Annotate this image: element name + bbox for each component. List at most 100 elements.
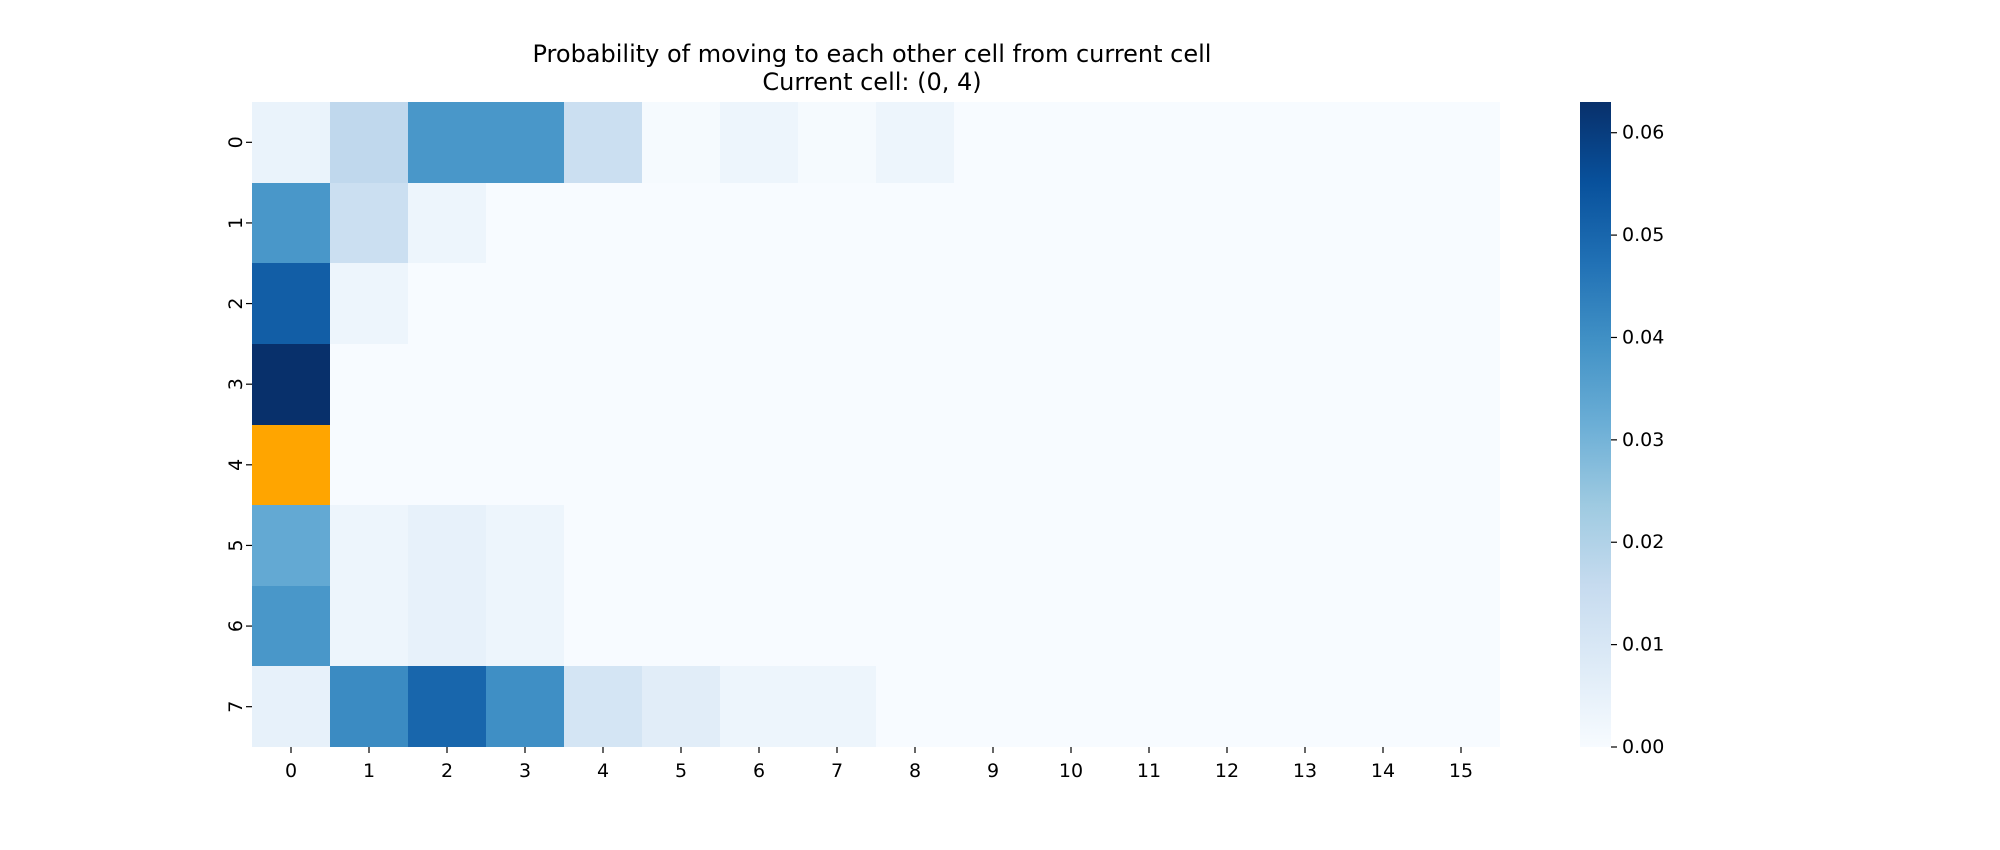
heatmap-cell-r7-c15 <box>1422 666 1500 747</box>
heatmap-cell-r3-c0 <box>252 344 330 425</box>
heatmap-cell-r2-c10 <box>1032 263 1110 344</box>
heatmap-cell-r0-c7 <box>798 102 876 183</box>
heatmap-cell-r0-c9 <box>954 102 1032 183</box>
heatmap-cell-r0-c6 <box>720 102 798 183</box>
heatmap-cell-r5-c13 <box>1266 505 1344 586</box>
x-tick-label: 2 <box>441 760 453 782</box>
heatmap-cell-r4-c13 <box>1266 425 1344 505</box>
heatmap-cell-r2-c3 <box>486 263 564 344</box>
heatmap-cell-r1-c10 <box>1032 183 1110 263</box>
y-tick-label: 4 <box>225 459 247 471</box>
heatmap-cell-r2-c1 <box>330 263 408 344</box>
heatmap-cell-r6-c6 <box>720 586 798 666</box>
heatmap-cell-r5-c14 <box>1344 505 1422 586</box>
heatmap-cell-r2-c8 <box>876 263 954 344</box>
heatmap-cell-r0-c14 <box>1344 102 1422 183</box>
heatmap-cell-r6-c1 <box>330 586 408 666</box>
heatmap-cell-r6-c12 <box>1188 586 1266 666</box>
x-tick-label: 5 <box>675 760 687 782</box>
heatmap-cell-r3-c14 <box>1344 344 1422 425</box>
heatmap-cell-r1-c5 <box>642 183 720 263</box>
x-tick-label: 7 <box>831 760 843 782</box>
heatmap-cell-r5-c15 <box>1422 505 1500 586</box>
heatmap-cell-r0-c4 <box>564 102 642 183</box>
heatmap-cell-r4-c15 <box>1422 425 1500 505</box>
heatmap-cell-r2-c2 <box>408 263 486 344</box>
y-tick-label: 0 <box>225 136 247 148</box>
heatmap-cell-r0-c8 <box>876 102 954 183</box>
heatmap-cell-r2-c0 <box>252 263 330 344</box>
heatmap-cell-r1-c12 <box>1188 183 1266 263</box>
heatmap-cell-r4-c12 <box>1188 425 1266 505</box>
heatmap-cell-r1-c15 <box>1422 183 1500 263</box>
heatmap-cell-r1-c9 <box>954 183 1032 263</box>
heatmap-cell-r0-c1 <box>330 102 408 183</box>
heatmap-cell-r4-c4 <box>564 425 642 505</box>
heatmap-cell-r2-c15 <box>1422 263 1500 344</box>
heatmap-cell-r1-c4 <box>564 183 642 263</box>
heatmap-cell-r5-c0 <box>252 505 330 586</box>
x-tick-label: 8 <box>909 760 921 782</box>
x-tick-label: 0 <box>285 760 297 782</box>
heatmap-cell-r6-c0 <box>252 586 330 666</box>
heatmap-cell-r5-c9 <box>954 505 1032 586</box>
heatmap-cell-r4-c11 <box>1110 425 1188 505</box>
heatmap-cell-r1-c3 <box>486 183 564 263</box>
heatmap-cell-r3-c7 <box>798 344 876 425</box>
heatmap-cell-r7-c4 <box>564 666 642 747</box>
y-tick-label: 7 <box>225 701 247 713</box>
heatmap-cell-r1-c11 <box>1110 183 1188 263</box>
heatmap-cell-r4-c3 <box>486 425 564 505</box>
heatmap-cell-r0-c11 <box>1110 102 1188 183</box>
heatmap-cell-r7-c6 <box>720 666 798 747</box>
heatmap-cell-r5-c7 <box>798 505 876 586</box>
heatmap-cell-r2-c13 <box>1266 263 1344 344</box>
heatmap-cell-r6-c13 <box>1266 586 1344 666</box>
heatmap-cell-r7-c5 <box>642 666 720 747</box>
x-tick-label: 6 <box>753 760 765 782</box>
x-tick-label: 10 <box>1059 760 1083 782</box>
heatmap-cell-r0-c2 <box>408 102 486 183</box>
heatmap-cell-r1-c14 <box>1344 183 1422 263</box>
heatmap-cell-r6-c11 <box>1110 586 1188 666</box>
heatmap-cell-r2-c5 <box>642 263 720 344</box>
heatmap-cell-r5-c4 <box>564 505 642 586</box>
heatmap-cell-r5-c2 <box>408 505 486 586</box>
heatmap-cell-r4-c8 <box>876 425 954 505</box>
heatmap-cell-r3-c13 <box>1266 344 1344 425</box>
heatmap-cell-r6-c14 <box>1344 586 1422 666</box>
heatmap-cell-r5-c10 <box>1032 505 1110 586</box>
heatmap-cell-r2-c7 <box>798 263 876 344</box>
y-tick-label: 3 <box>225 378 247 390</box>
heatmap-cell-r5-c5 <box>642 505 720 586</box>
heatmap-cell-r6-c3 <box>486 586 564 666</box>
heatmap-cell-r7-c9 <box>954 666 1032 747</box>
heatmap-cell-r7-c3 <box>486 666 564 747</box>
heatmap-cell-r4-c7 <box>798 425 876 505</box>
heatmap-cell-r0-c5 <box>642 102 720 183</box>
heatmap-cells <box>252 102 1500 747</box>
heatmap-cell-r2-c11 <box>1110 263 1188 344</box>
heatmap-cell-r6-c9 <box>954 586 1032 666</box>
heatmap-cell-r0-c15 <box>1422 102 1500 183</box>
heatmap-cell-r7-c2 <box>408 666 486 747</box>
heatmap-cell-r5-c12 <box>1188 505 1266 586</box>
heatmap-cell-r3-c10 <box>1032 344 1110 425</box>
colorbar-axis: 0.00 0.01 0.02 0.03 0.04 0.05 0.06 <box>1611 122 1664 758</box>
y-tick-label: 2 <box>225 298 247 310</box>
heatmap-cell-r4-c5 <box>642 425 720 505</box>
heatmap-cell-r4-c14 <box>1344 425 1422 505</box>
heatmap-cell-r4-c10 <box>1032 425 1110 505</box>
heatmap-cell-r7-c10 <box>1032 666 1110 747</box>
x-tick-label: 13 <box>1293 760 1317 782</box>
heatmap-cell-r0-c0 <box>252 102 330 183</box>
heatmap-cell-r6-c10 <box>1032 586 1110 666</box>
heatmap-cell-r2-c14 <box>1344 263 1422 344</box>
colorbar-tick-label: 0.03 <box>1622 429 1664 451</box>
colorbar-tick-label: 0.00 <box>1622 736 1664 758</box>
colorbar-tick-label: 0.01 <box>1622 634 1664 656</box>
heatmap-cell-r4-c6 <box>720 425 798 505</box>
heatmap-cell-r2-c4 <box>564 263 642 344</box>
chart-subtitle: Current cell: (0, 4) <box>762 68 981 96</box>
